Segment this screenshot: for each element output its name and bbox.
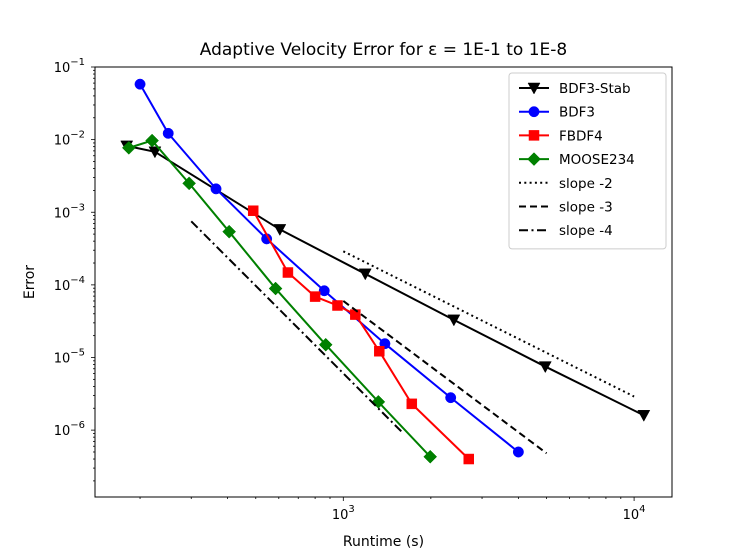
- data-point: [637, 410, 651, 422]
- legend-entry-moose234: MOOSE234: [519, 152, 635, 168]
- y-axis: 10−6 10−5 10−4 10−3 10−2 10−1: [54, 57, 95, 482]
- y-tick-label: 10−1: [54, 57, 85, 76]
- series-slope-3: [342, 300, 548, 455]
- x-tick-label: 104: [623, 504, 646, 523]
- data-point: [210, 183, 222, 195]
- series-line-fbdf4: [252, 210, 470, 460]
- series-line-slope-4: [190, 220, 404, 434]
- data-point: [332, 300, 343, 311]
- x-axis-title: Runtime (s): [343, 534, 424, 550]
- legend: BDF3-Stab BDF3 FBDF4 MOOSE234 slope -2 slope …: [508, 72, 667, 250]
- legend-label: slope -2: [559, 176, 613, 192]
- data-point: [182, 176, 196, 191]
- legend-entry-bdf3: BDF3: [519, 105, 595, 121]
- data-point: [268, 281, 283, 296]
- legend-label: slope -4: [559, 223, 613, 239]
- data-point: [273, 224, 287, 236]
- data-point: [538, 361, 552, 374]
- legend-label: slope -3: [559, 200, 613, 216]
- data-point: [162, 127, 174, 139]
- x-axis: 103 104: [139, 497, 646, 523]
- data-point: [423, 449, 438, 464]
- data-point: [282, 267, 294, 278]
- series-line-slope-3: [342, 300, 548, 455]
- series-bdf3-stab: [120, 140, 651, 422]
- series-line-moose234: [128, 139, 431, 458]
- y-tick-label: 10−5: [54, 348, 85, 367]
- data-point: [121, 141, 136, 155]
- data-point: [318, 285, 330, 297]
- legend-entry-bdf3-stab: BDF3-Stab: [519, 81, 631, 97]
- legend-entry-slope-4: slope -4: [519, 223, 613, 239]
- data-point: [447, 314, 461, 327]
- series-fbdf4: [247, 205, 474, 465]
- series-bdf3: [134, 78, 524, 458]
- data-point: [134, 78, 146, 90]
- legend-entry-slope-2: slope -2: [519, 176, 613, 192]
- plot-area: [94, 66, 673, 498]
- series-slope-2: [342, 250, 635, 398]
- legend-label: BDF3: [559, 105, 595, 121]
- legend-entry-slope-3: slope -3: [519, 200, 613, 216]
- series-moose234: [121, 133, 438, 464]
- data-point: [145, 133, 159, 148]
- data-point: [445, 392, 457, 404]
- data-point: [247, 205, 259, 216]
- data-point: [374, 345, 385, 357]
- legend-label: BDF3-Stab: [559, 81, 631, 97]
- series-slope-4: [190, 220, 404, 434]
- data-point: [463, 453, 474, 465]
- chart-title: Adaptive Velocity Error for ε = 1E-1 to …: [200, 40, 567, 60]
- y-tick-label: 10−6: [54, 420, 85, 439]
- legend-marker: [527, 152, 541, 166]
- legend-entry-fbdf4: FBDF4: [519, 128, 603, 144]
- legend-marker: [528, 106, 540, 118]
- legend-label: FBDF4: [559, 128, 603, 144]
- series-line-slope-2: [342, 250, 635, 398]
- data-point: [358, 268, 372, 281]
- data-point: [318, 337, 333, 352]
- legend-marker: [527, 82, 541, 95]
- y-axis-title: Error: [22, 265, 38, 299]
- axes-frame: [94, 66, 673, 498]
- data-point: [406, 398, 418, 410]
- data-point: [222, 224, 237, 239]
- data-point: [148, 146, 162, 159]
- data-point: [512, 446, 524, 458]
- x-tick-label: 103: [332, 504, 355, 523]
- legend-marker: [528, 130, 540, 141]
- series-layer: [120, 78, 651, 465]
- series-line-bdf3: [139, 83, 520, 453]
- y-tick-label: 10−2: [54, 130, 85, 149]
- y-tick-label: 10−4: [54, 275, 85, 294]
- y-tick-label: 10−3: [54, 202, 85, 221]
- legend-label: MOOSE234: [559, 152, 635, 168]
- data-point: [309, 291, 321, 302]
- legend-box: [508, 72, 667, 250]
